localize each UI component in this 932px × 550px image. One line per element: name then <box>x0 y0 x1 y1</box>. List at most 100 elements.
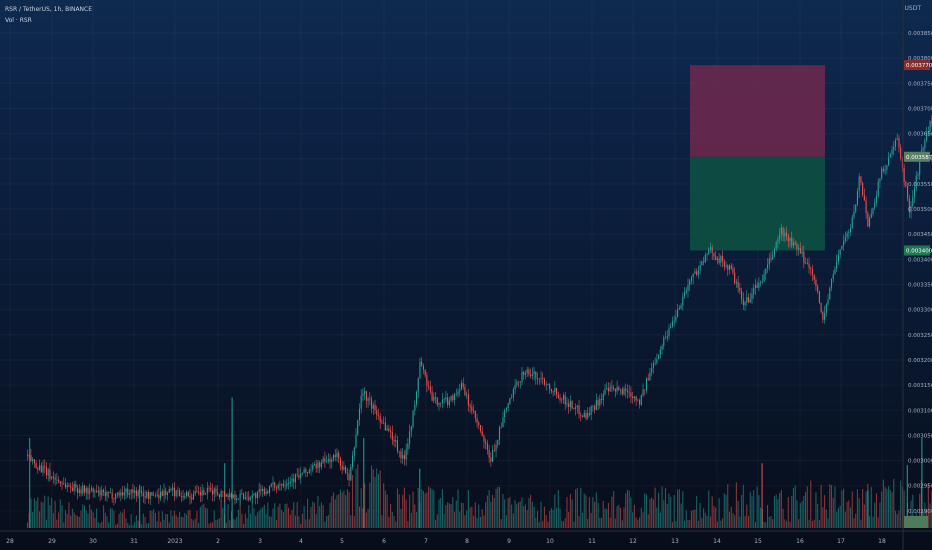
candle-body <box>350 466 352 481</box>
volume-bar <box>187 510 189 528</box>
candle-body <box>839 249 841 255</box>
volume-bar <box>211 522 214 528</box>
volume-bar <box>671 522 673 528</box>
volume-bar <box>758 495 760 528</box>
candle-body <box>746 297 748 302</box>
volume-bar <box>587 518 589 528</box>
volume-bar <box>929 503 931 528</box>
volume-bar <box>123 509 125 528</box>
candle-body <box>749 299 751 303</box>
candle-body <box>343 467 345 470</box>
volume-bar <box>498 487 501 528</box>
volume-bar <box>843 488 845 528</box>
time-tick-label: 7 <box>424 538 428 545</box>
candle-body <box>433 396 435 401</box>
volume-legend[interactable]: Vol · RSR <box>5 17 32 24</box>
volume-bar <box>142 513 144 528</box>
volume-bar <box>677 489 679 528</box>
candle-body <box>346 472 348 474</box>
volume-bar <box>99 523 101 528</box>
candle-body <box>293 478 295 483</box>
volume-bar <box>476 517 478 528</box>
candle-body <box>175 490 177 497</box>
candle-body <box>144 496 146 498</box>
candle-body <box>706 254 708 256</box>
volume-bar <box>383 483 385 528</box>
candle-body <box>320 462 322 468</box>
time-tick-label: 10 <box>546 538 554 545</box>
volume-bar <box>172 515 174 528</box>
candle-body <box>922 147 924 151</box>
candle-body <box>376 410 378 416</box>
volume-bar <box>557 490 559 528</box>
candle-body <box>924 140 926 148</box>
volume-bar <box>441 489 443 528</box>
candle-body <box>109 492 111 494</box>
candle-body <box>919 158 921 175</box>
candle-body <box>597 400 599 406</box>
candle-body <box>417 378 419 392</box>
candle-body <box>265 491 267 495</box>
candle-body <box>730 265 732 269</box>
candle-body <box>825 304 827 313</box>
volume-bar <box>727 484 729 528</box>
volume-bar <box>618 504 620 528</box>
volume-bar <box>524 504 526 528</box>
volume-bar <box>550 508 552 528</box>
price-tick-label: 0.003000 <box>908 459 932 465</box>
candle-body <box>405 449 407 460</box>
candle-body <box>611 386 613 388</box>
candle-body <box>118 492 120 496</box>
volume-bar <box>433 490 435 528</box>
time-tick-label: 31 <box>130 538 138 545</box>
volume-bar <box>867 490 869 528</box>
candle-body <box>187 492 189 496</box>
volume-bar <box>718 498 720 528</box>
candle-body <box>837 254 839 261</box>
candle-body <box>294 474 297 483</box>
symbol-legend[interactable]: RSR / TetherUS, 1h, BINANCE <box>5 6 93 13</box>
candle-body <box>696 271 698 275</box>
candle-body <box>777 238 779 242</box>
volume-bar <box>363 438 365 528</box>
candle-body <box>206 487 208 494</box>
candle-body <box>699 265 701 271</box>
volume-bar <box>128 525 131 528</box>
volume-bar <box>153 509 155 528</box>
candle-body <box>618 387 620 390</box>
volume-bar <box>834 486 836 528</box>
time-tick-label: 2 <box>216 538 220 545</box>
volume-bar <box>547 521 549 528</box>
volume-bar <box>255 515 257 528</box>
candle-body <box>52 476 54 478</box>
volume-bar <box>711 496 713 528</box>
candle-body <box>362 393 364 396</box>
volume-bar <box>849 507 852 528</box>
candle-body <box>85 488 87 493</box>
volume-bar <box>52 513 54 528</box>
candle-body <box>495 445 497 451</box>
candle-body <box>550 388 552 392</box>
volume-bar <box>161 511 163 528</box>
candle-body <box>604 389 606 395</box>
volume-bar <box>805 492 807 528</box>
volume-bar <box>827 518 829 528</box>
stop-loss-zone <box>690 65 825 157</box>
time-tick-label: 28 <box>6 538 14 545</box>
volume-bar <box>71 508 73 528</box>
time-axis: 28 29 30 31 2023 2 3 4 5 6 7 8 9 10 11 12 13 14 15 16 17 18 <box>6 538 886 545</box>
take-profit-zone <box>690 156 825 251</box>
volume-bar <box>732 513 734 528</box>
volume-bar <box>466 510 468 528</box>
candle-body <box>146 491 148 498</box>
candle-body <box>481 431 483 436</box>
volume-bar <box>177 517 179 528</box>
volume-bar <box>561 520 563 528</box>
candle-body <box>410 426 412 432</box>
candle-body <box>54 477 56 480</box>
candle-body <box>218 494 220 497</box>
candle-body <box>459 389 461 392</box>
volume-bar <box>353 516 355 528</box>
volume-bar <box>218 518 220 528</box>
